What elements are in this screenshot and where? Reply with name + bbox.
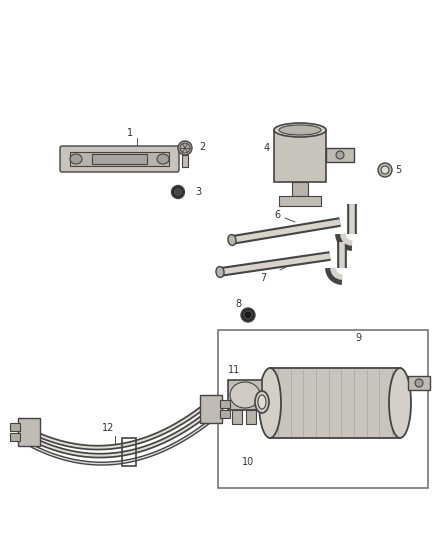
Bar	[220, 410, 230, 418]
Text: 10: 10	[242, 457, 254, 467]
Text: 11: 11	[228, 365, 240, 375]
Bar	[10, 433, 20, 441]
Text: 4: 4	[264, 143, 270, 153]
Bar	[292, 182, 308, 196]
Ellipse shape	[172, 185, 184, 198]
Text: 9: 9	[355, 333, 361, 343]
Ellipse shape	[244, 311, 252, 319]
Bar	[408, 376, 430, 390]
Bar	[10, 423, 20, 431]
Ellipse shape	[415, 379, 423, 387]
Bar	[218, 330, 428, 488]
Bar	[18, 418, 40, 446]
Ellipse shape	[279, 125, 321, 135]
Bar	[279, 196, 321, 206]
Bar	[246, 410, 256, 424]
Ellipse shape	[241, 308, 255, 322]
Text: 1: 1	[127, 128, 133, 138]
Ellipse shape	[157, 154, 169, 164]
Ellipse shape	[216, 266, 224, 278]
Ellipse shape	[336, 151, 344, 159]
Ellipse shape	[378, 163, 392, 177]
Bar	[270, 368, 400, 438]
Text: 12: 12	[102, 423, 114, 432]
Ellipse shape	[381, 166, 389, 174]
Ellipse shape	[255, 391, 269, 413]
Ellipse shape	[180, 143, 190, 153]
Bar	[122, 438, 136, 466]
Ellipse shape	[274, 123, 326, 137]
Bar	[70, 152, 169, 166]
Ellipse shape	[174, 189, 181, 196]
Ellipse shape	[228, 235, 236, 246]
Text: 3: 3	[195, 187, 201, 197]
Ellipse shape	[258, 395, 266, 409]
Text: 5: 5	[395, 165, 401, 175]
Ellipse shape	[70, 154, 82, 164]
Text: 8: 8	[235, 299, 241, 309]
Bar	[274, 130, 326, 182]
Ellipse shape	[389, 368, 411, 438]
Text: 7: 7	[260, 273, 266, 283]
Ellipse shape	[178, 141, 192, 155]
Bar	[228, 380, 262, 410]
Bar	[200, 395, 222, 423]
Bar	[232, 410, 242, 424]
Bar	[182, 155, 188, 167]
Ellipse shape	[259, 368, 281, 438]
Text: 6: 6	[274, 210, 280, 220]
Ellipse shape	[230, 382, 260, 408]
Bar	[92, 154, 147, 164]
Bar	[326, 148, 354, 162]
FancyBboxPatch shape	[60, 146, 179, 172]
Text: 2: 2	[199, 142, 205, 152]
Bar	[220, 400, 230, 408]
